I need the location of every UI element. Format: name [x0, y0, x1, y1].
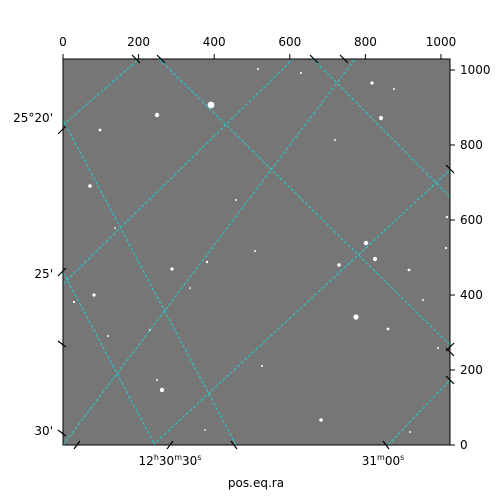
top-pixel-axis: 0 200 400 600 800 1000 — [59, 35, 456, 59]
top-tick-label: 600 — [278, 35, 301, 49]
x-axis-label: pos.eq.ra — [228, 476, 284, 490]
star — [156, 379, 158, 381]
star — [170, 267, 174, 271]
right-tick-label: 800 — [460, 138, 483, 152]
image-background — [63, 59, 450, 445]
coordinate-grid — [63, 59, 450, 445]
grid-line — [312, 59, 450, 198]
right-tick-label: 0 — [460, 438, 468, 452]
grid-line — [63, 59, 294, 285]
star — [334, 139, 336, 141]
star — [114, 227, 116, 229]
star — [149, 329, 151, 331]
top-tick-label: 200 — [127, 35, 150, 49]
left-tick-label: 25°20' — [13, 111, 53, 125]
star — [207, 101, 215, 109]
star — [92, 293, 96, 297]
grid-edge-tick — [57, 267, 67, 277]
star — [437, 347, 439, 349]
sky-image — [63, 59, 450, 445]
grid-edge-tick — [57, 429, 67, 437]
star — [235, 199, 237, 201]
top-tick-label: 400 — [203, 35, 226, 49]
star — [88, 184, 92, 188]
star-field — [72, 68, 449, 433]
star — [257, 68, 259, 70]
left-tick-label: 30' — [34, 424, 53, 438]
star — [445, 215, 449, 219]
star — [107, 335, 109, 337]
top-tick-label: 0 — [59, 35, 67, 49]
star — [378, 115, 384, 121]
star — [204, 429, 206, 431]
grid-line — [63, 59, 356, 445]
star — [363, 240, 369, 246]
grid-edge-tick — [57, 125, 67, 135]
star — [319, 418, 323, 422]
grid-edge-tick — [57, 340, 67, 348]
grid-line — [63, 119, 237, 445]
star — [353, 314, 359, 320]
grid-line — [63, 271, 156, 445]
star — [154, 112, 160, 118]
star — [409, 431, 411, 433]
top-tick-label: 1000 — [426, 35, 457, 49]
left-dec-axis: 25°20' 25' 30' — [13, 111, 53, 438]
star — [159, 387, 165, 393]
grid-line — [158, 59, 450, 346]
right-tick-label: 400 — [460, 288, 483, 302]
star — [189, 287, 191, 289]
right-tick-label: 1000 — [460, 63, 491, 77]
bottom-ra-axis: 12h30m30s 31m00s pos.eq.ra — [139, 453, 405, 490]
bottom-tick-label: 31m00s — [362, 453, 405, 468]
star — [393, 88, 395, 90]
star — [300, 72, 302, 74]
star — [444, 246, 448, 250]
star — [337, 263, 341, 267]
grid-line — [152, 169, 450, 445]
star — [407, 268, 411, 272]
right-tick-label: 200 — [460, 363, 483, 377]
right-pixel-axis: 0 200 400 600 800 1000 — [450, 63, 491, 452]
star — [98, 128, 102, 132]
plot-frame — [62, 58, 451, 446]
right-tick-label: 600 — [460, 213, 483, 227]
star — [372, 256, 378, 262]
star — [254, 250, 256, 252]
star — [261, 365, 263, 367]
star — [422, 299, 424, 301]
left-tick-label: 25' — [34, 267, 53, 281]
bottom-tick-label: 12h30m30s — [139, 453, 202, 468]
grid-line — [63, 59, 140, 126]
top-tick-label: 800 — [354, 35, 377, 49]
star — [72, 300, 76, 304]
star — [205, 260, 209, 264]
star — [386, 327, 390, 331]
star — [370, 81, 374, 85]
